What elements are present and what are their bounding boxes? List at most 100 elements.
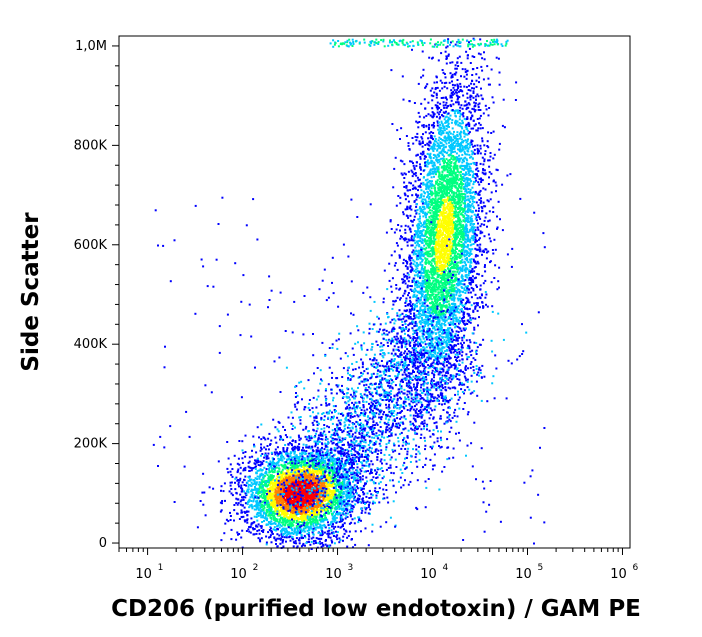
density-point — [382, 493, 385, 496]
density-point — [340, 507, 343, 510]
density-point — [299, 468, 301, 471]
density-point — [290, 535, 293, 538]
density-point — [373, 489, 376, 492]
density-point — [328, 478, 331, 481]
density-point — [281, 468, 284, 471]
density-point — [202, 472, 205, 475]
density-point — [454, 123, 457, 126]
density-point — [425, 282, 428, 285]
density-point — [292, 524, 295, 527]
density-point — [304, 536, 307, 539]
density-point — [265, 485, 267, 488]
density-point — [302, 537, 304, 539]
density-point — [265, 514, 267, 517]
density-point — [333, 493, 336, 496]
density-point — [454, 276, 457, 279]
density-point — [308, 511, 311, 513]
density-point — [257, 461, 260, 464]
density-point — [296, 468, 298, 471]
density-point — [250, 481, 253, 484]
density-point — [281, 465, 284, 468]
density-point — [330, 483, 333, 486]
density-point — [265, 518, 268, 521]
density-point — [333, 483, 336, 486]
density-point — [229, 519, 232, 521]
density-point — [255, 481, 258, 484]
density-point — [280, 457, 283, 460]
density-point — [332, 457, 335, 460]
density-point — [416, 361, 419, 364]
density-point — [242, 451, 245, 454]
density-point — [308, 469, 311, 472]
density-point — [302, 458, 305, 461]
density-point — [239, 477, 242, 480]
density-point — [267, 478, 270, 481]
density-point — [312, 503, 315, 506]
density-point — [445, 98, 448, 101]
density-point — [315, 469, 318, 472]
density-point — [286, 436, 289, 439]
density-point — [355, 472, 358, 475]
density-point — [307, 459, 310, 462]
density-point — [436, 440, 439, 443]
density-point — [260, 509, 263, 512]
density-point — [298, 436, 301, 439]
density-point — [326, 532, 329, 535]
density-point — [236, 479, 239, 482]
density-point — [428, 239, 431, 242]
density-point — [283, 527, 286, 530]
density-point — [405, 319, 408, 322]
density-point — [331, 461, 334, 464]
density-point — [249, 479, 252, 482]
density-point — [244, 475, 247, 478]
density-point — [348, 495, 351, 498]
density-point — [490, 172, 493, 175]
density-point — [286, 521, 289, 524]
density-point — [221, 502, 223, 505]
density-point — [260, 525, 263, 528]
density-point — [451, 302, 453, 305]
density-point — [290, 456, 293, 459]
density-point — [250, 517, 253, 520]
density-point — [482, 306, 485, 309]
density-point — [269, 465, 272, 468]
density-point — [262, 509, 265, 511]
density-point — [248, 456, 251, 459]
density-point — [283, 476, 286, 479]
density-point — [272, 506, 275, 508]
density-point — [294, 472, 297, 475]
density-point — [306, 484, 309, 487]
density-point — [276, 446, 279, 449]
density-point — [271, 475, 274, 478]
density-point — [338, 537, 341, 540]
density-point — [274, 436, 277, 439]
density-point — [427, 323, 430, 326]
density-point — [280, 471, 283, 474]
density-point — [446, 175, 449, 178]
density-point — [261, 515, 264, 518]
density-point — [278, 467, 280, 470]
density-point — [244, 455, 247, 458]
density-point — [295, 525, 298, 527]
density-point — [250, 522, 253, 525]
density-point — [316, 519, 318, 522]
density-point — [307, 462, 310, 465]
density-point — [437, 238, 440, 241]
density-point — [316, 522, 319, 525]
density-point — [473, 110, 476, 113]
density-point — [476, 297, 479, 300]
density-point — [313, 497, 316, 500]
density-point — [307, 439, 310, 442]
density-point — [286, 458, 289, 461]
density-point — [424, 234, 427, 237]
density-point — [259, 512, 262, 515]
density-point — [318, 468, 321, 470]
density-point — [286, 481, 289, 484]
density-point — [346, 482, 349, 485]
density-point — [394, 156, 397, 159]
density-point — [422, 124, 425, 127]
density-point — [270, 478, 273, 481]
density-point — [337, 450, 340, 453]
density-point — [285, 507, 288, 510]
density-point — [409, 160, 411, 163]
